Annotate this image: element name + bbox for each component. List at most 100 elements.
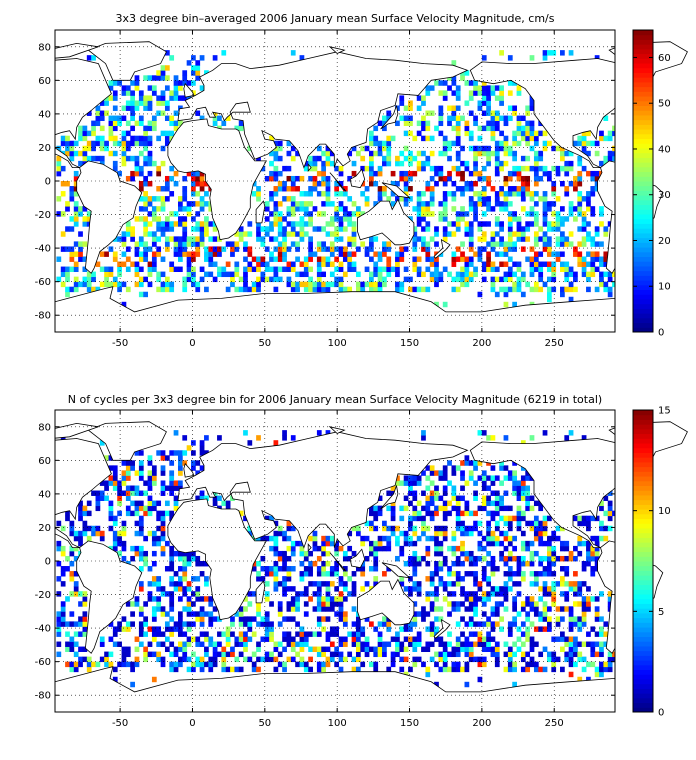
bin-cell [82,611,88,617]
bin-cell [199,656,205,663]
bin-cell [69,636,75,642]
bin-cell [338,165,344,172]
bin-cell [568,296,574,303]
bin-cell [125,601,131,607]
bin-cell [138,90,144,96]
bin-cell [164,216,170,222]
bin-cell [551,581,557,587]
bin-cell [117,621,122,627]
bin-cell [533,641,539,647]
bin-cell [490,480,496,486]
bin-cell [464,550,470,557]
bin-cell [455,125,461,132]
bin-cell [408,641,413,647]
bin-cell [256,236,261,242]
bin-cell [56,170,62,177]
bin-cell [117,530,122,537]
bin-cell [217,266,222,272]
bin-cell [295,201,300,207]
bin-cell [342,636,348,642]
bin-cell [542,515,548,522]
bin-cell [147,246,153,252]
bin-cell [112,520,118,527]
bin-cell [199,221,205,227]
bin-cell [412,490,418,496]
bin-cell [269,221,274,227]
bin-cell [338,281,344,288]
bin-cell [69,191,75,197]
bin-cell [112,480,118,486]
bin-cell [473,170,478,177]
bin-cell [342,621,348,627]
bin-cell [429,191,435,197]
bin-cell [138,266,144,272]
bin-cell [603,115,609,121]
bin-cell [295,241,300,247]
bin-cell [243,616,248,622]
bin-cell [455,120,461,127]
bin-cell [382,186,387,192]
bin-cell [264,631,270,637]
bin-cell [338,596,344,602]
bin-cell [377,140,383,147]
bin-cell [225,631,231,637]
bin-cell [429,656,435,663]
bin-cell [373,135,379,142]
bin-cell [173,75,179,81]
bin-cell [312,165,318,172]
grid-lines [55,30,615,332]
bin-cell [399,100,405,106]
bin-cell [364,201,370,207]
bin-cell [573,251,578,257]
bin-cell [191,651,196,658]
bin-cell [451,535,457,542]
bin-cell [386,241,392,247]
bin-cell [494,241,500,247]
bin-cell [329,606,335,612]
bin-cell [442,266,448,272]
bin-cell [151,241,157,247]
bin-cell [321,160,326,167]
bin-cell [451,470,457,476]
bin-cell [542,216,548,222]
bin-cell [603,226,609,232]
bin-cell [473,495,478,501]
bin-cell [490,566,496,572]
bin-cell [151,115,157,121]
bin-cell [503,490,509,496]
bin-cell [191,465,196,471]
bin-cell [473,561,478,567]
bin-cell [447,611,452,617]
bin-cell [503,515,509,522]
bin-cell [342,191,348,197]
bin-cell [564,276,570,283]
bin-cell [108,475,114,481]
bin-cell [425,211,431,217]
bin-cell [408,120,413,127]
bin-cell [460,510,465,517]
bin-cell [199,206,205,212]
bin-cell [499,251,504,257]
bin-cell [525,601,531,607]
bin-cell [125,221,131,227]
bin-cell [334,226,340,232]
bin-cell [234,611,240,617]
bin-cell [434,261,439,267]
bin-cell [147,455,153,461]
bin-cell [386,626,392,632]
bin-cell [434,626,439,632]
bin-cell [360,586,366,592]
bin-cell [329,271,335,278]
bin-cell [173,661,179,668]
bin-cell [95,261,101,267]
bin-cell [481,80,487,86]
bin-cell [234,636,240,642]
bin-cell [121,241,127,247]
bin-cell [204,201,209,207]
bin-cell [221,666,227,673]
bin-cell [373,550,379,557]
bin-cell [182,621,188,627]
bin-cell [65,286,70,293]
bin-cell [69,256,75,262]
